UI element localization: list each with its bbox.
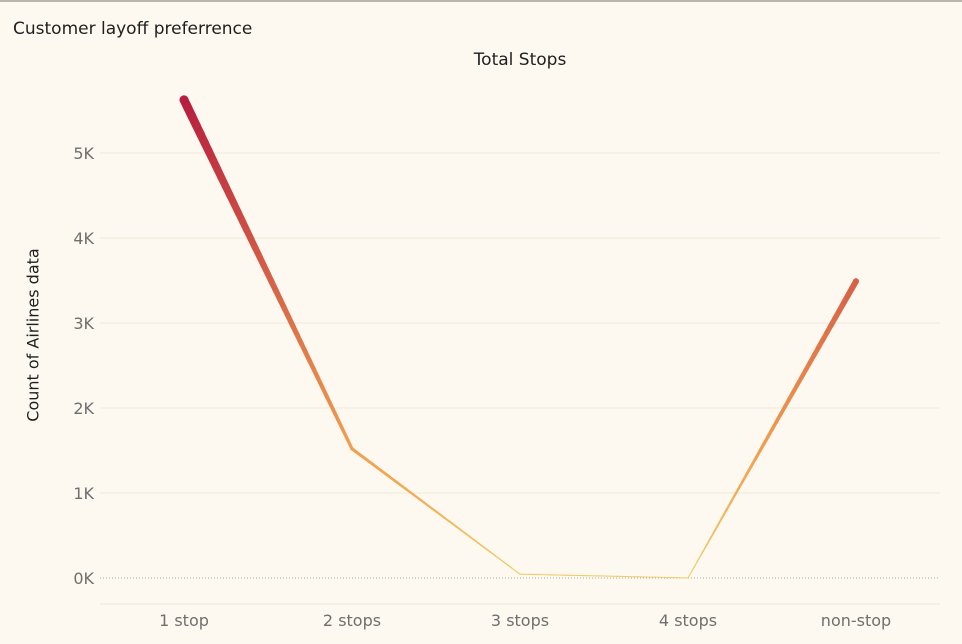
series-line-segment [720, 510, 727, 520]
series-line-segment [502, 561, 509, 566]
series-line-segment [515, 570, 521, 575]
series-line-segment [708, 532, 715, 542]
series-line-segment [477, 542, 483, 547]
column-header: Total Stops [473, 50, 567, 70]
series-line-segment [498, 557, 504, 563]
x-tick-label: non-stop [821, 611, 891, 630]
series-line-segment [464, 532, 471, 538]
series-line-segment [460, 529, 467, 535]
series-line-segment [468, 535, 475, 541]
data-point [519, 573, 521, 575]
x-tick-label: 3 stops [491, 611, 549, 630]
y-tick-label: 4K [73, 229, 94, 248]
series-line-segment [687, 569, 693, 579]
series-line-segment [737, 480, 744, 491]
x-tick-label: 4 stops [659, 611, 717, 630]
series-line-segment [712, 525, 719, 535]
series-line-segment [472, 538, 479, 544]
series-line-segment [481, 545, 488, 550]
x-tick-label: 1 stop [159, 611, 209, 630]
series-line-segment [741, 472, 749, 483]
y-tick-label: 5K [73, 144, 94, 163]
y-tick-label: 1K [73, 484, 94, 503]
data-point [179, 95, 189, 105]
series-line-segment [691, 562, 697, 572]
series-line-segment [506, 564, 513, 569]
series-line-segment [494, 554, 500, 560]
series-line-segment [732, 487, 740, 498]
data-point [350, 447, 354, 451]
series-line-segment [346, 438, 354, 451]
series-line-segment [485, 548, 492, 553]
data-point [687, 577, 689, 579]
series-line-segment [704, 540, 710, 550]
series-line-segment [695, 555, 702, 564]
sheet-title: Customer layoff preferrence [13, 19, 253, 39]
top-border [0, 0, 962, 2]
series-line-segment [724, 502, 732, 513]
series-line-segment [699, 547, 706, 557]
series-line-segment [716, 517, 723, 527]
y-tick-label: 3K [73, 314, 94, 333]
y-tick-label: 0K [73, 569, 94, 588]
x-tick-label: 2 stops [323, 611, 381, 630]
series-line-segment [489, 551, 496, 557]
series-line-segment [728, 495, 736, 505]
data-point [853, 278, 859, 285]
series-line-segment [511, 567, 517, 572]
y-tick-label: 2K [73, 399, 94, 418]
